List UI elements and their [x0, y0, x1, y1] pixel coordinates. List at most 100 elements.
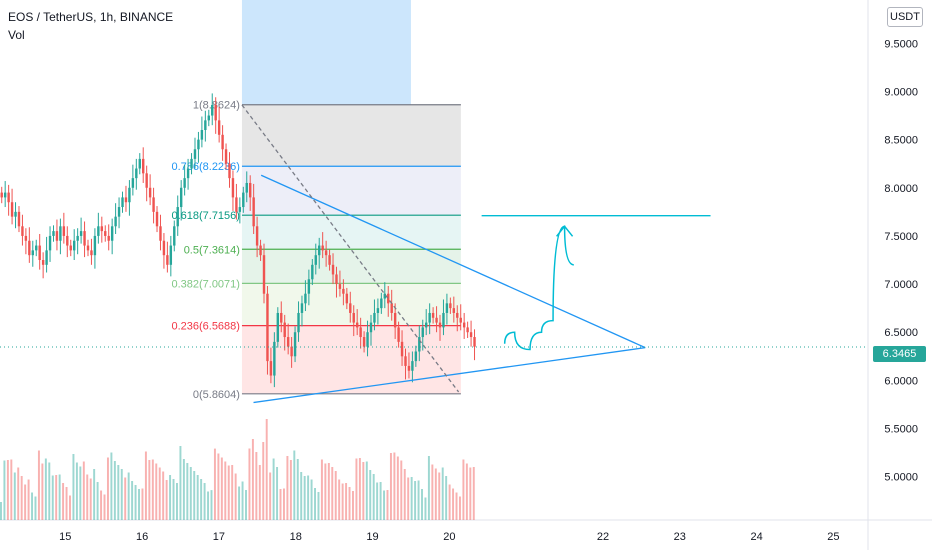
candle-body — [456, 312, 459, 318]
candle-body — [283, 322, 286, 338]
candle-body — [252, 197, 255, 227]
volume-bar — [179, 446, 182, 520]
candle-body — [224, 149, 228, 164]
volume-bar — [469, 467, 472, 520]
volume-bar — [255, 452, 258, 520]
candle-body — [421, 327, 424, 338]
volume-bar — [155, 463, 158, 520]
candle-body — [286, 337, 290, 347]
volume-bar — [427, 456, 430, 520]
candle-body — [418, 337, 421, 352]
y-tick-label: 5.0000 — [884, 472, 918, 484]
candle-body — [97, 226, 100, 236]
fib-band — [241, 104, 461, 167]
volume-bar — [100, 490, 103, 520]
volume-bar — [248, 448, 251, 520]
fib-band — [241, 215, 461, 250]
volume-bar — [200, 479, 203, 520]
volume-bar — [55, 475, 58, 520]
volume-bar — [234, 473, 237, 520]
candle-body — [248, 182, 252, 198]
volume-bar — [369, 470, 372, 520]
volume-bar — [89, 478, 92, 520]
projection-arrowhead — [555, 225, 574, 237]
volume-bar — [103, 494, 106, 520]
candle-body — [438, 322, 442, 328]
volume-bar — [458, 496, 461, 520]
volume-bar — [414, 481, 417, 520]
volume-indicator-label[interactable]: Vol — [8, 28, 25, 42]
candle-body — [307, 279, 311, 294]
candle-body — [352, 312, 355, 323]
candle-body — [14, 211, 17, 217]
volume-bar — [238, 486, 241, 520]
volume-bar — [334, 471, 337, 520]
candle-body — [452, 308, 456, 313]
volume-bar — [10, 459, 13, 520]
volume-bar — [203, 483, 206, 520]
volume-bar — [362, 462, 365, 520]
volume-bar — [410, 477, 413, 520]
currency-selector[interactable]: USDT — [887, 7, 923, 27]
candle-body — [273, 341, 276, 376]
fib-band — [241, 249, 461, 284]
x-tick-label: 18 — [290, 531, 302, 543]
volume-bar — [196, 475, 199, 520]
candle-body — [469, 332, 473, 338]
volume-bar — [282, 488, 285, 520]
candle-body — [86, 245, 90, 251]
candle-body — [204, 120, 207, 130]
x-tick-label: 20 — [443, 531, 455, 543]
candle-body — [166, 255, 169, 265]
volume-bar — [296, 459, 299, 520]
candle-body — [366, 332, 369, 347]
candle-body — [173, 226, 176, 246]
candle-body — [390, 303, 393, 313]
candle-body — [293, 332, 297, 357]
volume-bar — [231, 465, 234, 520]
volume-bar — [62, 483, 65, 520]
volume-bar — [131, 481, 134, 520]
volume-bar — [393, 452, 396, 520]
candle-body — [107, 235, 110, 241]
candle-body — [104, 231, 107, 236]
volume-bar — [127, 472, 130, 520]
candle-body — [342, 288, 345, 294]
volume-bar — [110, 452, 113, 520]
candle-body — [155, 211, 159, 227]
volume-bar — [324, 463, 327, 520]
volume-bar — [82, 461, 85, 520]
volume-bar — [13, 472, 16, 520]
candle-body — [324, 250, 328, 256]
candle-body — [21, 226, 24, 236]
x-tick-label: 16 — [136, 531, 148, 543]
fib-level-label: 0.236(6.5688) — [171, 321, 240, 333]
volume-bar — [48, 462, 51, 520]
candle-body — [335, 274, 338, 285]
x-tick-label: 25 — [827, 531, 839, 543]
volume-bar — [400, 460, 403, 520]
candle-body — [186, 168, 190, 179]
candle-body — [207, 115, 210, 121]
candle-body — [297, 312, 300, 333]
volume-bar — [441, 467, 444, 520]
volume-bar — [210, 490, 213, 520]
candle-body — [190, 158, 193, 169]
candle-body — [414, 351, 418, 362]
candle-body — [7, 192, 10, 203]
candle-body — [48, 235, 52, 251]
candle-body — [176, 207, 179, 227]
volume-bar — [96, 482, 99, 520]
volume-bar — [293, 450, 296, 520]
candle-body — [3, 192, 7, 198]
candle-body — [359, 327, 362, 338]
candle-body — [197, 139, 200, 150]
volume-bar — [396, 456, 399, 520]
volume-bar — [262, 442, 265, 520]
volume-bar — [162, 471, 165, 520]
candle-body — [38, 245, 41, 260]
y-tick-label: 8.0000 — [884, 183, 918, 195]
volume-bar — [352, 491, 354, 520]
candle-body — [345, 293, 349, 304]
